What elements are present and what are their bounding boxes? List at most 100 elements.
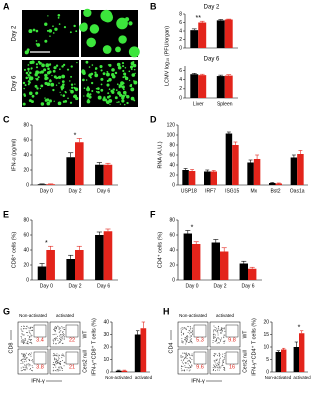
y-axis-label: IFN-α (pg/ml) — [11, 139, 17, 172]
event — [59, 338, 61, 340]
event — [185, 354, 187, 356]
event — [23, 334, 25, 336]
event — [21, 353, 23, 355]
y-tick-label: 0 — [172, 277, 175, 283]
speck — [50, 82, 55, 87]
speck — [116, 62, 121, 67]
event — [186, 357, 188, 359]
event — [28, 358, 30, 360]
bar — [216, 76, 225, 98]
event — [188, 370, 190, 372]
event — [29, 367, 31, 369]
event — [212, 339, 214, 341]
event — [185, 362, 187, 364]
micrograph — [81, 60, 138, 107]
bar — [275, 352, 281, 372]
bar — [115, 370, 122, 372]
event — [23, 325, 25, 327]
event — [214, 366, 216, 368]
event — [189, 326, 191, 328]
speck — [25, 76, 28, 80]
event — [55, 366, 57, 368]
y-axis-label: IFN-γ⁺CD8⁺ T cells (%) — [90, 318, 97, 376]
event — [53, 353, 55, 355]
event — [55, 327, 57, 329]
event — [214, 336, 216, 338]
event — [53, 333, 55, 335]
event — [188, 367, 190, 369]
event — [221, 329, 223, 331]
event — [218, 354, 220, 356]
bar — [239, 263, 248, 280]
speck — [27, 80, 30, 83]
event — [219, 362, 221, 364]
speck — [90, 81, 94, 85]
event — [60, 366, 62, 368]
y-tick-label: 80 — [169, 142, 175, 148]
event — [31, 327, 33, 329]
speck — [22, 102, 26, 106]
speck — [111, 74, 116, 79]
event — [20, 326, 22, 328]
event — [189, 331, 191, 333]
event — [25, 369, 27, 371]
speck — [35, 70, 40, 75]
y-tick-label: 100 — [167, 132, 176, 138]
x-axis-label: IFN-γ — [191, 378, 205, 384]
x-tick-label: Day 2 — [68, 283, 81, 289]
speck — [102, 12, 114, 23]
gate-value: 9.6 — [196, 364, 204, 370]
speck — [103, 96, 106, 99]
gate — [65, 324, 79, 338]
speck — [70, 65, 73, 68]
event — [63, 336, 65, 338]
speck — [57, 75, 62, 80]
event — [59, 366, 61, 368]
event — [54, 339, 56, 341]
event — [20, 335, 22, 337]
event — [61, 370, 63, 372]
event — [26, 332, 28, 334]
event — [62, 353, 64, 355]
event — [217, 367, 219, 369]
bar — [269, 183, 276, 185]
speck — [67, 97, 69, 100]
event — [222, 340, 224, 342]
speck — [28, 91, 33, 96]
speck — [29, 60, 33, 65]
speck — [57, 101, 62, 106]
bar — [248, 268, 257, 280]
event — [191, 365, 193, 367]
speck — [23, 94, 27, 98]
event — [52, 361, 54, 363]
event — [188, 330, 190, 332]
chart-title: Day 2 — [204, 5, 220, 11]
event — [56, 335, 58, 337]
event — [24, 328, 26, 330]
event — [28, 352, 30, 354]
event — [53, 341, 55, 343]
event — [218, 342, 220, 344]
event — [28, 336, 30, 338]
y-tick-label: 20 — [169, 172, 175, 178]
speck — [107, 92, 110, 95]
plot-frame — [209, 321, 241, 348]
bar — [37, 266, 47, 280]
event — [20, 360, 22, 362]
speck — [27, 67, 30, 71]
x-tick-label: Bst2 — [270, 188, 280, 194]
event — [52, 367, 54, 369]
speck — [102, 72, 106, 76]
event — [61, 336, 63, 338]
event — [181, 366, 183, 368]
speck — [130, 96, 135, 101]
speck — [35, 91, 39, 95]
speck — [27, 83, 30, 86]
chart-title: Day 6 — [204, 57, 220, 63]
event — [32, 366, 34, 368]
event — [217, 325, 219, 327]
flow-plot: 16 — [209, 348, 241, 375]
event — [63, 328, 65, 330]
speck — [60, 85, 65, 90]
event — [31, 329, 33, 331]
